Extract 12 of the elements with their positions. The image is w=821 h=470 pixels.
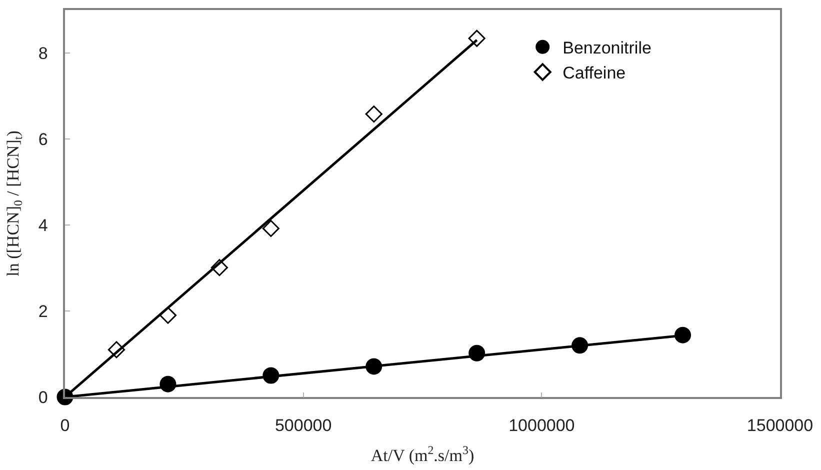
y-tick-label: 4 (38, 216, 48, 235)
y-tick-label: 2 (38, 302, 48, 321)
y-tick-label: 0 (38, 388, 48, 407)
legend-label: Benzonitrile (562, 38, 652, 58)
x-tick-label: 1000000 (508, 416, 575, 436)
y-tick-label: 6 (38, 130, 48, 149)
y-tick-label: 8 (38, 44, 48, 63)
legend-label: Caffeine (562, 64, 626, 83)
x-tick-label: 1500000 (746, 416, 814, 436)
x-axis-title: At/V (m$^{2}$.s/m$^{3}$) (370, 442, 474, 466)
x-tick-label: 0 (60, 416, 70, 436)
x-tick-label: 500000 (274, 416, 332, 436)
